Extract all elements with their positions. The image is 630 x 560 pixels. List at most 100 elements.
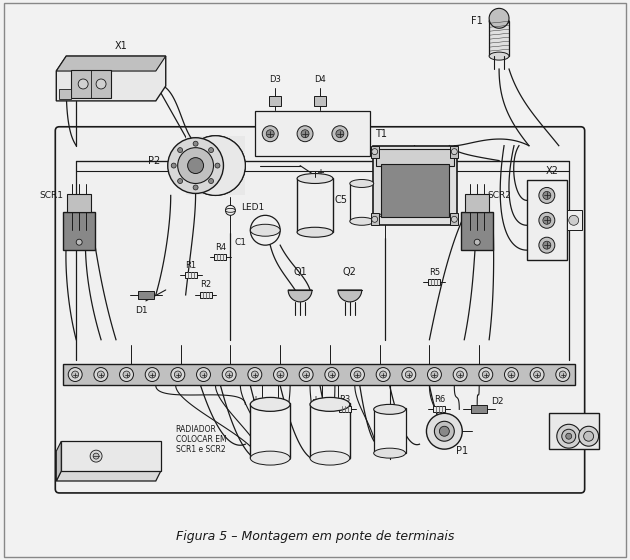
Circle shape xyxy=(508,371,515,378)
Circle shape xyxy=(583,431,593,441)
Ellipse shape xyxy=(186,136,245,195)
Circle shape xyxy=(579,426,598,446)
Polygon shape xyxy=(56,441,61,481)
Circle shape xyxy=(479,367,493,381)
Bar xyxy=(255,111,370,156)
Circle shape xyxy=(145,367,159,381)
Text: +: + xyxy=(316,167,324,178)
Bar xyxy=(450,213,458,225)
Circle shape xyxy=(543,241,551,249)
Polygon shape xyxy=(56,471,161,481)
Circle shape xyxy=(266,130,274,138)
Text: D2: D2 xyxy=(491,397,503,406)
Text: D4: D4 xyxy=(314,76,326,85)
Circle shape xyxy=(380,211,389,220)
Bar xyxy=(374,408,406,453)
Text: R2: R2 xyxy=(200,281,211,290)
Text: X1: X1 xyxy=(115,41,127,51)
Ellipse shape xyxy=(489,17,509,25)
Bar xyxy=(433,407,445,412)
Bar xyxy=(375,148,454,166)
Circle shape xyxy=(372,216,378,222)
Ellipse shape xyxy=(186,136,245,195)
Ellipse shape xyxy=(350,180,374,188)
Circle shape xyxy=(376,367,390,381)
Bar xyxy=(214,254,227,260)
Circle shape xyxy=(171,163,176,168)
Circle shape xyxy=(262,126,278,142)
Bar xyxy=(370,213,379,225)
Circle shape xyxy=(569,216,579,225)
Text: D1: D1 xyxy=(135,306,148,315)
FancyBboxPatch shape xyxy=(55,127,585,493)
Text: SCR1: SCR1 xyxy=(39,191,63,200)
Polygon shape xyxy=(56,56,166,101)
Bar xyxy=(297,178,333,232)
Circle shape xyxy=(250,216,280,245)
Ellipse shape xyxy=(374,448,406,458)
Circle shape xyxy=(405,371,412,378)
Text: C5: C5 xyxy=(335,195,347,206)
Circle shape xyxy=(248,367,262,381)
Circle shape xyxy=(273,367,287,381)
Bar xyxy=(310,403,350,458)
Circle shape xyxy=(178,179,183,184)
Circle shape xyxy=(76,239,82,245)
Bar xyxy=(200,292,212,298)
Circle shape xyxy=(168,138,224,193)
Circle shape xyxy=(539,212,555,228)
Text: R1: R1 xyxy=(185,260,196,269)
Circle shape xyxy=(123,371,130,378)
Ellipse shape xyxy=(350,217,374,225)
Circle shape xyxy=(297,126,313,142)
Bar xyxy=(567,211,581,230)
Text: R5: R5 xyxy=(429,268,440,277)
Circle shape xyxy=(559,371,566,378)
Circle shape xyxy=(336,130,344,138)
Circle shape xyxy=(120,367,134,381)
Polygon shape xyxy=(338,290,362,302)
Bar xyxy=(489,21,509,56)
Text: LED2: LED2 xyxy=(395,208,418,217)
Text: SCR2: SCR2 xyxy=(487,191,511,200)
Bar xyxy=(63,212,95,250)
Text: D3: D3 xyxy=(269,76,281,85)
Circle shape xyxy=(193,185,198,190)
Circle shape xyxy=(489,8,509,28)
Circle shape xyxy=(431,371,438,378)
Bar xyxy=(63,363,575,385)
Circle shape xyxy=(72,371,79,378)
Circle shape xyxy=(457,371,464,378)
Circle shape xyxy=(226,371,232,378)
Circle shape xyxy=(301,130,309,138)
Circle shape xyxy=(171,367,185,381)
Text: C3: C3 xyxy=(323,426,336,436)
Circle shape xyxy=(93,453,99,459)
Circle shape xyxy=(556,367,570,381)
Bar xyxy=(527,180,567,260)
Bar xyxy=(314,96,326,106)
Bar xyxy=(185,272,197,278)
Text: F1: F1 xyxy=(471,16,483,26)
Bar xyxy=(350,184,374,221)
Text: SCR1 e SCR2: SCR1 e SCR2 xyxy=(176,445,226,454)
Bar xyxy=(67,194,91,212)
Circle shape xyxy=(178,148,214,184)
Bar xyxy=(549,413,598,449)
Text: T1: T1 xyxy=(375,129,387,139)
Ellipse shape xyxy=(250,451,290,465)
Circle shape xyxy=(94,367,108,381)
Circle shape xyxy=(277,371,284,378)
Circle shape xyxy=(474,239,480,245)
Circle shape xyxy=(562,430,576,443)
Bar xyxy=(471,405,487,413)
Circle shape xyxy=(453,367,467,381)
Bar xyxy=(339,407,351,412)
Text: P2: P2 xyxy=(147,156,160,166)
Circle shape xyxy=(557,424,581,448)
Circle shape xyxy=(530,367,544,381)
Circle shape xyxy=(539,237,555,253)
Text: Figura 5 – Montagem em ponte de terminais: Figura 5 – Montagem em ponte de terminai… xyxy=(176,530,454,543)
Text: Q1: Q1 xyxy=(293,267,307,277)
Text: +: + xyxy=(251,395,260,405)
